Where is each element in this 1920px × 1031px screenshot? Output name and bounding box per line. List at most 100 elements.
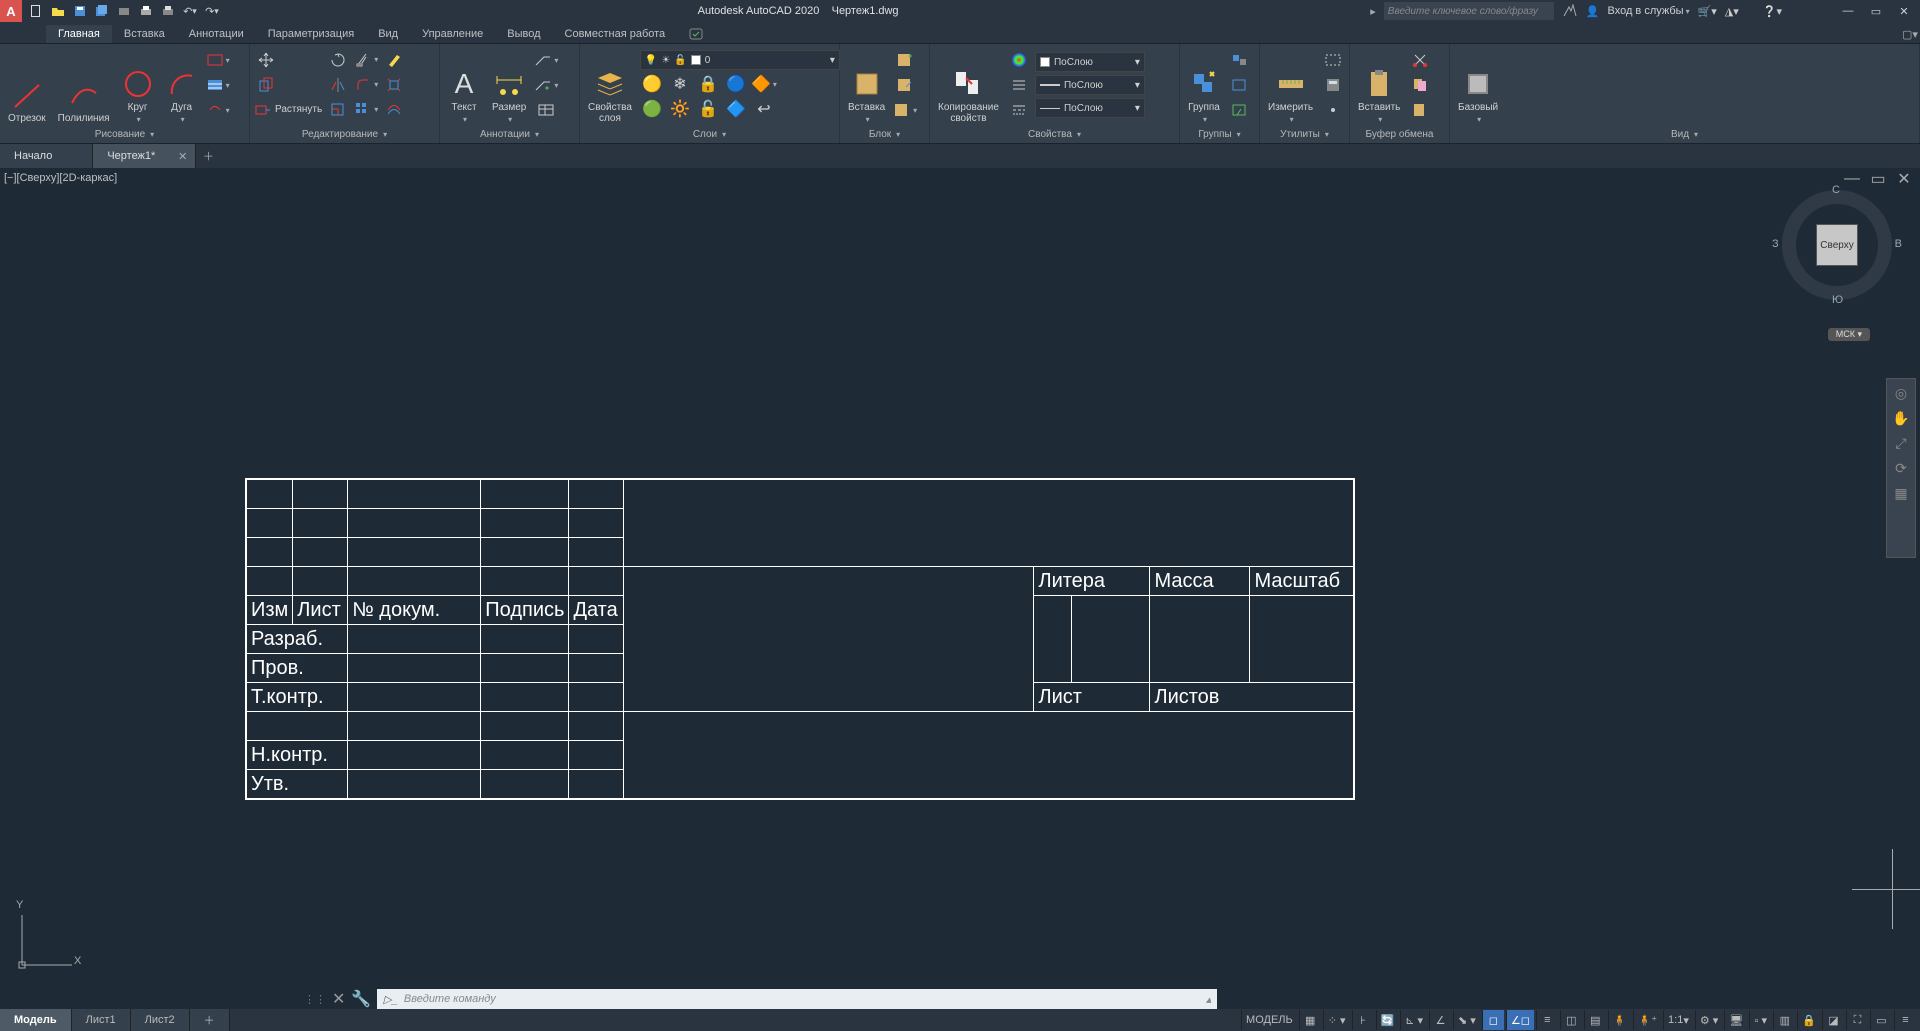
wcs-label[interactable]: МСК ▾ [1828, 328, 1870, 341]
lwt-toggle[interactable]: ≡ [1536, 1010, 1558, 1030]
arc-button[interactable]: Дуга [162, 46, 202, 124]
sign-in-label[interactable]: Вход в службы [1607, 5, 1689, 17]
viewcube-face[interactable]: Сверху [1816, 224, 1858, 266]
panel-modify-label[interactable]: Редактирование [250, 125, 439, 143]
point-icon[interactable] [1321, 99, 1345, 121]
osnap-toggle[interactable]: ◻ [1482, 1010, 1504, 1030]
panel-properties-label[interactable]: Свойства [930, 126, 1179, 143]
group-button[interactable]: Группа [1184, 46, 1224, 124]
tab-view[interactable]: Вид [366, 25, 410, 43]
select-all-icon[interactable] [1321, 49, 1345, 71]
clean-screen[interactable]: ▭ [1870, 1010, 1892, 1030]
layout-model[interactable]: Модель [0, 1009, 72, 1031]
ellipse-icon[interactable] [206, 99, 230, 121]
showmotion-icon[interactable]: ▦ [1894, 485, 1907, 502]
paste-button[interactable]: Вставить [1354, 46, 1404, 124]
tab-featured[interactable] [677, 25, 715, 43]
layout-sheet1[interactable]: Лист1 [72, 1009, 131, 1031]
base-view-button[interactable]: Базовый [1454, 46, 1502, 124]
cmd-handle-icon[interactable]: ⋮⋮ [304, 993, 326, 1006]
snap-toggle[interactable]: ⁘ ▾ [1323, 1010, 1350, 1030]
color-wheel-icon[interactable] [1007, 49, 1031, 71]
scale-list[interactable]: 1:1 ▾ [1663, 1010, 1693, 1030]
color-combo[interactable]: ПоСлою▾ [1035, 52, 1145, 72]
zoom-extents-icon[interactable]: ⤢ [1895, 435, 1906, 452]
tab-collaborate[interactable]: Совместная работа [553, 25, 678, 43]
compass-s[interactable]: Ю [1832, 294, 1843, 306]
orbit-icon[interactable]: ⟳ [1895, 460, 1907, 477]
panel-block-label[interactable]: Блок [840, 126, 929, 143]
steering-wheel-icon[interactable]: ◎ [1895, 385, 1907, 402]
file-tab-drawing[interactable]: Чертеж1*✕ [93, 144, 196, 168]
lock-ui[interactable]: 🔒 [1797, 1010, 1820, 1030]
panel-draw-label[interactable]: Рисование [0, 126, 249, 143]
tab-annotate[interactable]: Аннотации [177, 25, 256, 43]
exchange-icon[interactable]: 🛒▾ [1698, 5, 1717, 18]
lineweight-combo[interactable]: ПоСлою▾ [1035, 75, 1145, 95]
workspace-switch[interactable]: ⚙ ▾ [1695, 1010, 1722, 1030]
quickcalc-icon[interactable] [1321, 74, 1345, 96]
quick-props[interactable]: ▥ [1773, 1010, 1795, 1030]
dimension-button[interactable]: Размер [488, 46, 530, 124]
panel-utilities-label[interactable]: Утилиты [1260, 126, 1349, 143]
customize-status[interactable]: ≡ [1894, 1010, 1916, 1030]
viewcube[interactable]: Сверху С Ю В З [1782, 190, 1892, 300]
compass-w[interactable]: З [1772, 238, 1779, 250]
layer-dropdown[interactable]: 💡 ☀ 🔓 0 ▾ [640, 50, 840, 70]
drawing-area[interactable]: [−][Сверху][2D-каркас] — ▭ ✕ Сверху С Ю … [0, 168, 1920, 989]
block-create-icon[interactable] [893, 49, 917, 71]
layout-add[interactable]: ＋ [190, 1009, 230, 1031]
command-input[interactable]: ▷_ Введите команду ▴ [377, 989, 1217, 1009]
move-icon[interactable] [254, 49, 278, 71]
panel-layers-label[interactable]: Слои [580, 126, 839, 143]
iso-toggle[interactable]: ⬊ ▾ [1453, 1010, 1480, 1030]
tab-output[interactable]: Вывод [495, 25, 552, 43]
block-attr-icon[interactable] [893, 99, 917, 121]
help-icon[interactable]: ❔▾ [1763, 5, 1782, 18]
cmd-customize-icon[interactable]: 🔧 [351, 989, 371, 1009]
user-icon[interactable]: 👤 [1586, 5, 1600, 18]
match-properties-button[interactable]: Копирование свойств [934, 46, 1003, 124]
hardware-accel[interactable]: ⛶ [1846, 1010, 1868, 1030]
layer-on-icon[interactable]: 🟢 [640, 98, 664, 120]
layout-sheet2[interactable]: Лист2 [131, 1009, 190, 1031]
qat-new-icon[interactable] [28, 3, 44, 19]
grid-toggle[interactable]: ▦ [1299, 1010, 1321, 1030]
layer-off-icon[interactable]: 🟡 [640, 73, 664, 95]
table-icon[interactable] [534, 99, 558, 121]
hatch-icon[interactable] [206, 74, 230, 96]
polar-toggle[interactable]: ∠ [1429, 1010, 1451, 1030]
close-tab-icon[interactable]: ✕ [178, 150, 187, 163]
layer-match-icon[interactable]: 🔶 [752, 73, 776, 95]
isolate-objects[interactable]: ◪ [1822, 1010, 1844, 1030]
layer-unlock-icon[interactable]: 🔓 [696, 98, 720, 120]
copy-icon[interactable] [254, 74, 278, 96]
viewport-controls[interactable]: [−][Сверху][2D-каркас] [4, 172, 117, 184]
group-edit-icon[interactable] [1228, 74, 1252, 96]
qat-open-icon[interactable] [50, 3, 66, 19]
tab-manage[interactable]: Управление [410, 25, 495, 43]
vp-close-icon[interactable]: ✕ [1894, 170, 1914, 188]
fillet-icon[interactable] [354, 74, 378, 96]
tab-parametric[interactable]: Параметризация [256, 25, 366, 43]
polyline-button[interactable]: Полилиния [54, 46, 114, 124]
group-select-icon[interactable] [1228, 99, 1252, 121]
qat-publish-icon[interactable] [160, 3, 176, 19]
panel-clipboard-label[interactable]: Буфер обмена [1350, 126, 1449, 143]
file-tab-start[interactable]: Начало [0, 144, 93, 168]
keyword-search[interactable]: Введите ключевое слово/фразу [1384, 2, 1554, 20]
block-edit-icon[interactable] [893, 74, 917, 96]
restore-button[interactable]: ▭ [1866, 2, 1886, 20]
units-toggle[interactable]: ▫ ▾ [1749, 1010, 1771, 1030]
copy-clip-icon[interactable] [1408, 74, 1432, 96]
cmd-history-icon[interactable]: ▴ [1206, 993, 1212, 1006]
qat-save-icon[interactable] [72, 3, 88, 19]
compass-n[interactable]: С [1832, 184, 1840, 196]
block-insert-button[interactable]: Вставка [844, 46, 889, 124]
cmd-close-icon[interactable]: ✕ [332, 989, 345, 1009]
layer-lock-icon[interactable]: 🔒 [696, 73, 720, 95]
linetype-pick-icon[interactable] [1007, 99, 1031, 121]
model-space-button[interactable]: МОДЕЛЬ [1241, 1010, 1297, 1030]
stretch-icon[interactable]: Растянуть [254, 99, 322, 121]
otrack-toggle[interactable]: ∠◻ [1506, 1010, 1534, 1030]
